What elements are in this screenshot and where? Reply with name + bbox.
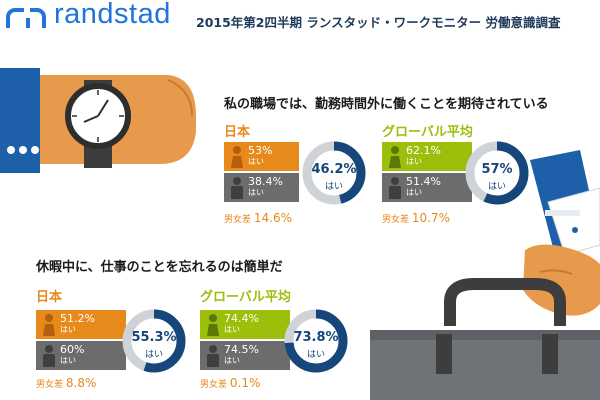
hand-icon	[523, 244, 600, 316]
q1-japan-region-label: 日本	[224, 125, 251, 140]
q2-global-region-label: グローバル平均	[200, 290, 291, 305]
q1-global-region-label: グローバル平均	[382, 125, 473, 140]
question-2-title: 休暇中に、仕事のことを忘れるのは簡単だ	[36, 260, 283, 275]
q2-japan-gender-gap: 男女差 8.8%	[36, 376, 97, 390]
header-title: 2015年第2四半期 ランスタッド・ワークモニター 労働意識調査	[196, 15, 561, 30]
q2-global-donut-yes: はい	[306, 350, 325, 360]
illustration-layer	[0, 68, 600, 400]
q2-global-male-bar: 74.5% はい	[200, 341, 290, 370]
male-person-icon	[207, 345, 219, 367]
q1-global-donut-yes: はい	[487, 182, 506, 192]
shirt-cuff-icon	[530, 150, 600, 256]
q2-global-donut	[284, 309, 348, 373]
q2-global-female-value: 74.4% はい	[224, 312, 259, 335]
male-person-icon	[43, 345, 55, 367]
q1-global-male-bar: 51.4% はい	[382, 173, 472, 202]
header: randstad 2015年第2四半期 ランスタッド・ワークモニター 労働意識調…	[0, 0, 600, 40]
q2-japan-male-bar: 60% はい	[36, 341, 126, 370]
briefcase-icon	[370, 278, 600, 400]
q1-global-female-value: 62.1% はい	[406, 144, 441, 167]
female-person-icon	[207, 314, 219, 336]
q1-global-donut-arc	[465, 141, 529, 205]
female-person-icon	[231, 146, 243, 168]
q2-global-male-value: 74.5% はい	[224, 343, 259, 366]
q1-global-donut	[465, 141, 529, 205]
q1-global-donut-value: 57%	[481, 162, 513, 177]
q1-global-female-bar: 62.1% はい	[382, 142, 472, 171]
q2-global-donut-value: 73.8%	[293, 330, 339, 345]
randstad-logo-icon	[6, 8, 46, 28]
logo-text: randstad	[54, 0, 171, 30]
male-person-icon	[231, 177, 243, 199]
q2-japan-female-bar: 51.2% はい	[36, 310, 126, 339]
q2-japan-donut	[122, 309, 186, 373]
q1-japan-donut-yes: はい	[324, 182, 343, 192]
q1-japan-donut-value: 46.2%	[311, 162, 357, 177]
male-person-icon	[389, 177, 401, 199]
q1-japan-gender-gap: 男女差 14.6%	[224, 211, 293, 225]
q2-japan-donut-arc	[122, 309, 186, 373]
q1-japan-donut	[302, 141, 366, 205]
female-person-icon	[389, 146, 401, 168]
q2-global-gender-gap: 男女差 0.1%	[200, 376, 261, 390]
q2-japan-donut-value: 55.3%	[131, 330, 177, 345]
q2-global-female-bar: 74.4% はい	[200, 310, 290, 339]
q1-japan-female-value: 53% はい	[248, 144, 273, 167]
q2-japan-female-value: 51.2% はい	[60, 312, 95, 335]
q1-japan-male-value: 38.4% はい	[248, 175, 283, 198]
q1-global-gender-gap: 男女差 10.7%	[382, 211, 451, 225]
q2-japan-donut-yes: はい	[144, 350, 163, 360]
q2-japan-region-label: 日本	[36, 290, 63, 305]
q2-japan-male-value: 60% はい	[60, 343, 85, 366]
female-person-icon	[43, 314, 55, 336]
q2-global-donut-arc	[284, 309, 348, 373]
q1-japan-donut-arc	[302, 141, 366, 205]
question-1-title: 私の職場では、勤務時間外に働くことを期待されている	[224, 97, 549, 112]
q1-japan-male-bar: 38.4% はい	[224, 173, 299, 202]
q1-japan-female-bar: 53% はい	[224, 142, 299, 171]
wristwatch-icon	[0, 68, 196, 173]
q1-global-male-value: 51.4% はい	[406, 175, 441, 198]
